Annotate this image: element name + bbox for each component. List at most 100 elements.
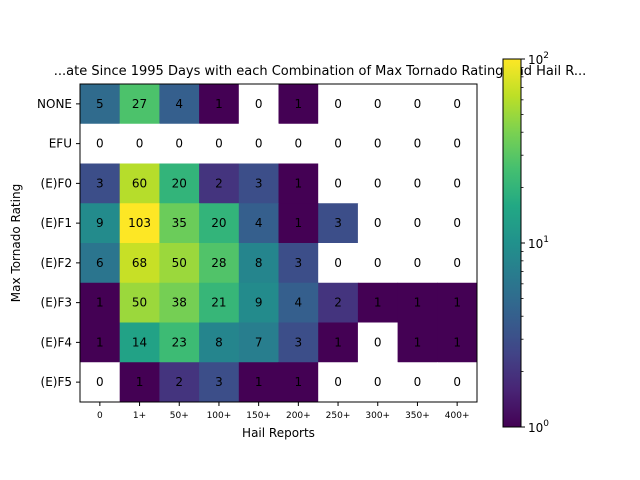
- heatmap-cell: [437, 243, 478, 284]
- y-tick-label: (E)F4: [41, 335, 72, 349]
- heatmap-cell: [278, 84, 319, 125]
- heatmap-cell: [437, 322, 478, 363]
- heatmap-cell: [357, 203, 399, 244]
- heatmap-cell: [238, 84, 279, 125]
- cell-value-label: 20: [211, 216, 226, 230]
- heatmap-cell: [159, 123, 200, 164]
- heatmap-cell: [318, 282, 359, 323]
- cell-value-label: 3: [255, 176, 263, 190]
- x-tick-label: 1+: [133, 411, 146, 421]
- cell-value-label: 0: [374, 335, 382, 349]
- cell-value-label: 2: [175, 375, 183, 389]
- heatmap-cell: [80, 163, 121, 204]
- y-tick-label: NONE: [37, 97, 72, 111]
- heatmap-cell: [238, 282, 279, 323]
- heatmap-cell: [159, 163, 200, 204]
- cell-value-label: 0: [295, 137, 303, 151]
- cell-value-label: 0: [136, 137, 144, 151]
- heatmap-cells: 5 27 4 1 0 1 0 0 0 00 0 0 0 0 0 0 0 0 03 60 20 2 3 1 0 0 0 09 103 35 2…: [80, 84, 478, 403]
- heatmap-cell: [278, 203, 319, 244]
- heatmap-cell: [80, 84, 121, 125]
- cell-value-label: 0: [334, 256, 342, 270]
- cell-value-label: 0: [334, 176, 342, 190]
- cell-value-label: 0: [374, 256, 382, 270]
- cell-value-label: 60: [132, 176, 147, 190]
- heatmap-cell: [437, 282, 478, 323]
- cell-value-label: 68: [132, 256, 147, 270]
- cell-value-label: 20: [172, 176, 187, 190]
- cell-value-label: 14: [132, 335, 147, 349]
- cell-value-label: 8: [215, 335, 223, 349]
- cell-value-label: 9: [255, 296, 263, 310]
- heatmap-cell: [437, 362, 478, 403]
- heatmap-cell: [80, 243, 121, 284]
- colorbar-tick-label: 101: [528, 235, 549, 251]
- heatmap-cell: [238, 243, 279, 284]
- heatmap-cell: [278, 243, 319, 284]
- cell-value-label: 1: [136, 375, 144, 389]
- colorbar: 100 101 102: [502, 51, 549, 435]
- cell-value-label: 1: [215, 97, 223, 111]
- cell-value-label: 0: [96, 375, 104, 389]
- cell-value-label: 1: [414, 296, 422, 310]
- heatmap-cell: [159, 243, 200, 284]
- y-axis-label: Max Tornado Rating: [9, 184, 23, 302]
- heatmap-cell: [278, 362, 319, 403]
- heatmap-cell: [278, 282, 319, 323]
- heatmap-cell: [238, 362, 279, 403]
- heatmap-cell: [318, 243, 359, 284]
- cell-value-label: 0: [215, 137, 223, 151]
- heatmap-cell: [278, 322, 319, 363]
- heatmap-cell: [80, 203, 121, 244]
- heatmap-cell: [318, 84, 359, 125]
- heatmap-cell: [119, 362, 160, 403]
- heatmap-cell: [318, 123, 359, 164]
- heatmap-cell: [318, 203, 359, 244]
- heatmap-cell: [437, 163, 478, 204]
- heatmap-cell: [318, 362, 359, 403]
- cell-value-label: 50: [132, 296, 147, 310]
- heatmap-cell: [397, 243, 438, 284]
- cell-value-label: 8: [255, 256, 263, 270]
- heatmap-cell: [80, 282, 121, 323]
- heatmap-cell: [278, 123, 319, 164]
- cell-value-label: 0: [255, 137, 263, 151]
- y-tick-label: (E)F1: [41, 216, 72, 230]
- heatmap-cell: [159, 362, 200, 403]
- heatmap-cell: [318, 163, 359, 204]
- heatmap-cell: [357, 322, 399, 363]
- cell-value-label: 1: [295, 97, 303, 111]
- y-tick-label: (E)F3: [41, 296, 72, 310]
- heatmap-cell: [238, 203, 279, 244]
- y-tick-label: (E)F5: [41, 375, 72, 389]
- x-tick-label: 100+: [207, 411, 232, 421]
- heatmap-cell: [357, 163, 399, 204]
- colorbar-tick-label: 102: [528, 51, 549, 67]
- heatmap-cell: [199, 243, 240, 284]
- cell-value-label: 0: [374, 176, 382, 190]
- heatmap-cell: [199, 123, 240, 164]
- heatmap-cell: [437, 84, 478, 125]
- cell-value-label: 0: [374, 97, 382, 111]
- heatmap-cell: [397, 123, 438, 164]
- cell-value-label: 0: [175, 137, 183, 151]
- cell-value-label: 3: [334, 216, 342, 230]
- cell-value-label: 5: [96, 97, 104, 111]
- cell-value-label: 4: [175, 97, 183, 111]
- heatmap-cell: [397, 84, 438, 125]
- cell-value-label: 9: [96, 216, 104, 230]
- cell-value-label: 3: [295, 335, 303, 349]
- cell-value-label: 4: [295, 296, 303, 310]
- cell-value-label: 0: [453, 256, 461, 270]
- cell-value-label: 27: [132, 97, 147, 111]
- cell-value-label: 0: [453, 216, 461, 230]
- cell-value-label: 0: [453, 375, 461, 389]
- heatmap-cell: [119, 84, 160, 125]
- cell-value-label: 0: [414, 137, 422, 151]
- cell-value-label: 1: [453, 296, 461, 310]
- heatmap-cell: [397, 163, 438, 204]
- heatmap-cell: [119, 322, 160, 363]
- heatmap-cell: [159, 282, 200, 323]
- heatmap-cell: [199, 203, 240, 244]
